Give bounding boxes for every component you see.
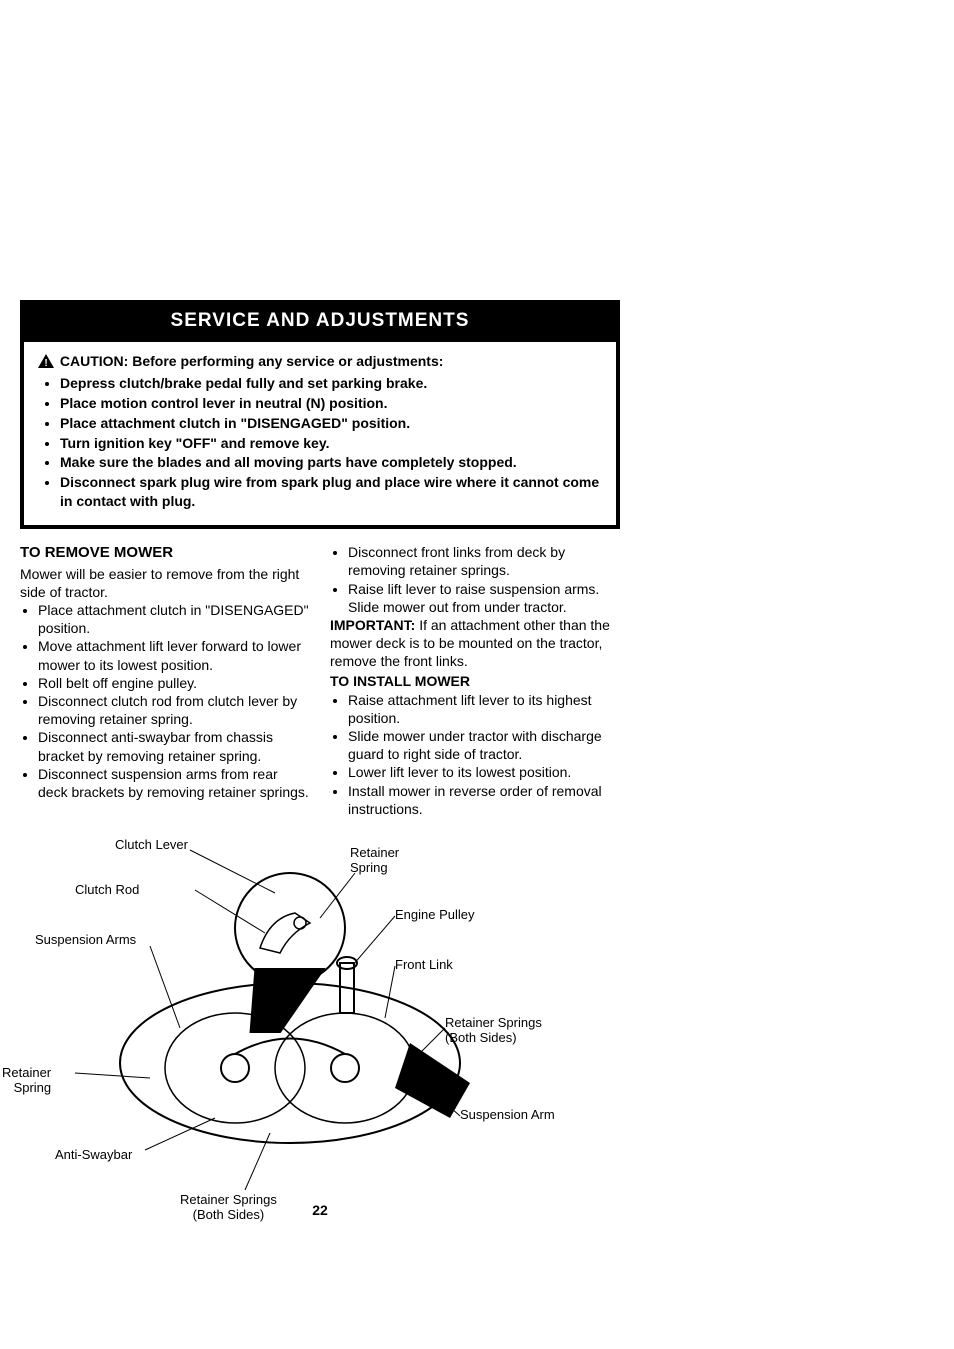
mower-diagram: Clutch Lever Clutch Rod Suspension Arms … [20,838,620,1238]
list-item: Raise attachment lift lever to its highe… [348,691,620,727]
list-item: Install mower in reverse order of remova… [348,782,620,818]
remove-mower-list-cont: Disconnect front links from deck by remo… [348,543,620,616]
important-note: IMPORTANT: If an attachment other than t… [330,616,620,671]
caution-list: Depress clutch/brake pedal fully and set… [60,374,602,511]
label-front-link: Front Link [395,958,453,973]
caution-item: Disconnect spark plug wire from spark pl… [60,473,602,511]
list-item: Place attachment clutch in "DISENGAGED" … [38,601,310,637]
list-item: Disconnect anti-swaybar from chassis bra… [38,728,310,764]
list-item: Disconnect front links from deck by remo… [348,543,620,579]
section-header: SERVICE AND ADJUSTMENTS [20,300,620,342]
list-item: Disconnect suspension arms from rear dec… [38,765,310,801]
caution-item: Turn ignition key "OFF" and remove key. [60,434,602,453]
caution-lead-line: ! CAUTION: Before performing any service… [38,352,602,373]
manual-page: SERVICE AND ADJUSTMENTS ! CAUTION: Befor… [20,300,620,1238]
list-item: Roll belt off engine pulley. [38,674,310,692]
list-item: Lower lift lever to its lowest position. [348,763,620,781]
caution-item: Make sure the blades and all moving part… [60,453,602,472]
remove-mower-list: Place attachment clutch in "DISENGAGED" … [38,601,310,801]
warning-triangle-icon: ! [38,354,54,373]
caution-item: Place motion control lever in neutral (N… [60,394,602,413]
page-number: 22 [20,1202,620,1218]
label-engine-pulley: Engine Pulley [395,908,475,923]
caution-lead: Before performing any service or adjustm… [132,353,443,369]
label-retainer-spring-left: Retainer Spring [2,1066,51,1096]
list-item: Move attachment lift lever forward to lo… [38,637,310,673]
label-anti-swaybar: Anti-Swaybar [55,1148,132,1163]
caution-box: ! CAUTION: Before performing any service… [20,342,620,529]
caution-item: Depress clutch/brake pedal fully and set… [60,374,602,393]
label-retainer-springs-right: Retainer Springs (Both Sides) [445,1016,542,1046]
two-column-body: TO REMOVE MOWER Mower will be easier to … [20,543,620,818]
list-item: Disconnect clutch rod from clutch lever … [38,692,310,728]
svg-text:!: ! [44,358,47,368]
important-label: IMPORTANT: [330,617,415,633]
install-mower-list: Raise attachment lift lever to its highe… [348,691,620,818]
list-item: Raise lift lever to raise suspension arm… [348,580,620,616]
label-suspension-arms: Suspension Arms [35,933,136,948]
list-item: Slide mower under tractor with discharge… [348,727,620,763]
label-retainer-spring-top: Retainer Spring [350,846,399,876]
install-mower-title: TO INSTALL MOWER [330,672,620,690]
label-clutch-lever: Clutch Lever [115,838,188,853]
label-suspension-arm: Suspension Arm [460,1108,555,1123]
remove-mower-intro: Mower will be easier to remove from the … [20,565,310,601]
right-column: Disconnect front links from deck by remo… [330,543,620,818]
remove-mower-title: TO REMOVE MOWER [20,543,310,563]
left-column: TO REMOVE MOWER Mower will be easier to … [20,543,310,818]
caution-item: Place attachment clutch in "DISENGAGED" … [60,414,602,433]
label-clutch-rod: Clutch Rod [75,883,139,898]
caution-title: CAUTION: [60,353,128,369]
